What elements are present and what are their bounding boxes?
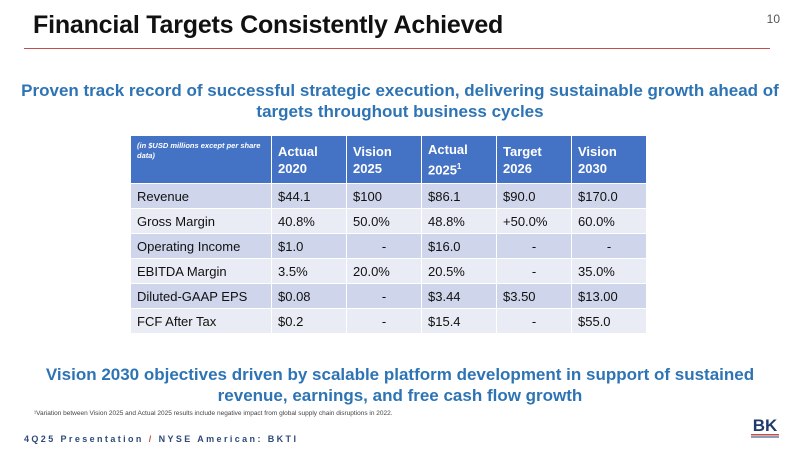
page-number: 10	[766, 12, 780, 26]
table-cell: $15.4	[421, 308, 497, 333]
column-header: Target 2026	[496, 136, 572, 184]
table-cell: $1.0	[271, 233, 347, 259]
row-label: Diluted-GAAP EPS	[131, 283, 272, 309]
table-header-row: (in $USD millions except per share data)…	[131, 136, 647, 184]
table-cell: 20.0%	[346, 258, 422, 284]
column-header: Vision 2025	[346, 136, 422, 184]
footer-presentation: 4Q25 Presentation	[24, 434, 144, 444]
table-cell: $0.2	[271, 308, 347, 333]
table-row: Gross Margin 40.8% 50.0% 48.8% +50.0% 60…	[131, 208, 647, 234]
column-header: Actual 2020	[271, 136, 347, 184]
table-cell: +50.0%	[496, 208, 572, 234]
subtitle-top: Proven track record of successful strate…	[21, 81, 779, 121]
table-cell: 50.0%	[346, 208, 422, 234]
table-cell: $0.08	[271, 283, 347, 309]
row-label: EBITDA Margin	[131, 258, 272, 284]
table-row: Revenue $44.1 $100 $86.1 $90.0 $170.0	[131, 183, 647, 209]
page-title: Financial Targets Consistently Achieved	[33, 11, 504, 39]
footer-separator: /	[148, 434, 154, 444]
table-cell: $86.1	[421, 183, 497, 209]
logo-text: BK	[753, 416, 778, 435]
table-cell: -	[346, 233, 422, 259]
table-row: Diluted-GAAP EPS $0.08 - $3.44 $3.50 $13…	[131, 283, 647, 309]
logo-underline-2	[751, 436, 779, 438]
table-cell: $100	[346, 183, 422, 209]
table-cell: $55.0	[571, 308, 647, 333]
table-cell: $13.00	[571, 283, 647, 309]
subtitle-bottom: Vision 2030 objectives driven by scalabl…	[45, 365, 755, 405]
financial-targets-table: (in $USD millions except per share data)…	[131, 136, 647, 333]
table-cell: -	[346, 308, 422, 333]
table-cell: $170.0	[571, 183, 647, 209]
table-cell: $90.0	[496, 183, 572, 209]
logo-underline	[751, 434, 779, 436]
table-row: FCF After Tax $0.2 - $15.4 - $55.0	[131, 308, 647, 333]
table-cell: 3.5%	[271, 258, 347, 284]
table-cell: $3.44	[421, 283, 497, 309]
footnote: ¹Variation between Vision 2025 and Actua…	[34, 410, 393, 417]
table-cell: $16.0	[421, 233, 497, 259]
row-label: Operating Income	[131, 233, 272, 259]
bk-logo: BK	[751, 416, 779, 438]
table-cell: $44.1	[271, 183, 347, 209]
column-header: Actual 20251	[421, 136, 497, 184]
row-label: FCF After Tax	[131, 308, 272, 333]
footer: 4Q25 Presentation / NYSE American: BKTI	[24, 434, 298, 444]
table-cell: 40.8%	[271, 208, 347, 234]
column-header: Vision 2030	[571, 136, 647, 184]
title-divider	[24, 48, 770, 49]
table-cell: -	[496, 233, 572, 259]
table-cell: $3.50	[496, 283, 572, 309]
footer-ticker: NYSE American: BKTI	[158, 434, 299, 444]
table-cell: -	[346, 283, 422, 309]
table-row: EBITDA Margin 3.5% 20.0% 20.5% - 35.0%	[131, 258, 647, 284]
table-cell: 35.0%	[571, 258, 647, 284]
row-label: Revenue	[131, 183, 272, 209]
table-cell: -	[571, 233, 647, 259]
table-cell: 48.8%	[421, 208, 497, 234]
table-cell: -	[496, 308, 572, 333]
table-cell: 60.0%	[571, 208, 647, 234]
table-cell: -	[496, 258, 572, 284]
table-row: Operating Income $1.0 - $16.0 - -	[131, 233, 647, 259]
row-label: Gross Margin	[131, 208, 272, 234]
table-units-note: (in $USD millions except per share data)	[131, 136, 272, 184]
table-cell: 20.5%	[421, 258, 497, 284]
